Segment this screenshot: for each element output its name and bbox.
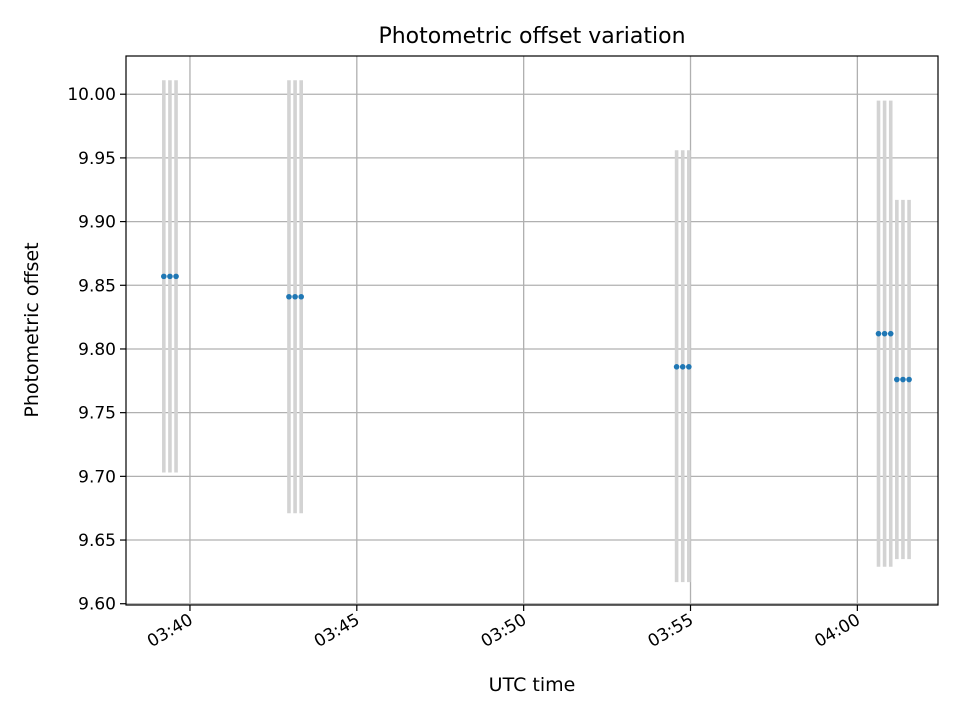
y-tick-label: 9.75 bbox=[78, 404, 116, 424]
data-point bbox=[286, 293, 292, 300]
data-point bbox=[887, 330, 894, 337]
plot-area bbox=[126, 56, 938, 605]
data-point bbox=[906, 376, 912, 383]
y-tick-label: 9.85 bbox=[78, 276, 116, 296]
data-point bbox=[292, 293, 298, 300]
y-tick-label: 9.60 bbox=[78, 595, 116, 615]
plot-frame bbox=[125, 55, 939, 606]
chart-title: Photometric offset variation bbox=[378, 24, 685, 49]
y-tick-label: 9.95 bbox=[78, 149, 116, 169]
data-point bbox=[686, 364, 692, 370]
grid bbox=[126, 56, 938, 605]
x-axis-label: UTC time bbox=[489, 674, 576, 696]
data-point bbox=[875, 330, 882, 337]
data-point bbox=[881, 330, 888, 337]
y-tick-label: 9.70 bbox=[78, 467, 116, 487]
data-point bbox=[679, 364, 686, 370]
y-tick-label: 9.80 bbox=[78, 340, 116, 360]
y-tick-label: 10.00 bbox=[67, 85, 116, 105]
data-point bbox=[900, 376, 906, 383]
y-axis-label: Photometric offset bbox=[21, 242, 43, 417]
data-point bbox=[167, 273, 173, 280]
y-tick-label: 9.65 bbox=[78, 531, 116, 551]
y-tick-label: 9.90 bbox=[78, 213, 116, 233]
data-point bbox=[894, 376, 900, 383]
data-point bbox=[161, 273, 167, 280]
data-point bbox=[673, 364, 680, 370]
data-point bbox=[173, 273, 179, 280]
data-point bbox=[298, 293, 304, 300]
y-axis-ticks: 9.60 9.65 9.70 9.75 9.80 9.85 9.90 9.95 10.00 bbox=[67, 85, 126, 615]
data-points bbox=[161, 273, 912, 383]
